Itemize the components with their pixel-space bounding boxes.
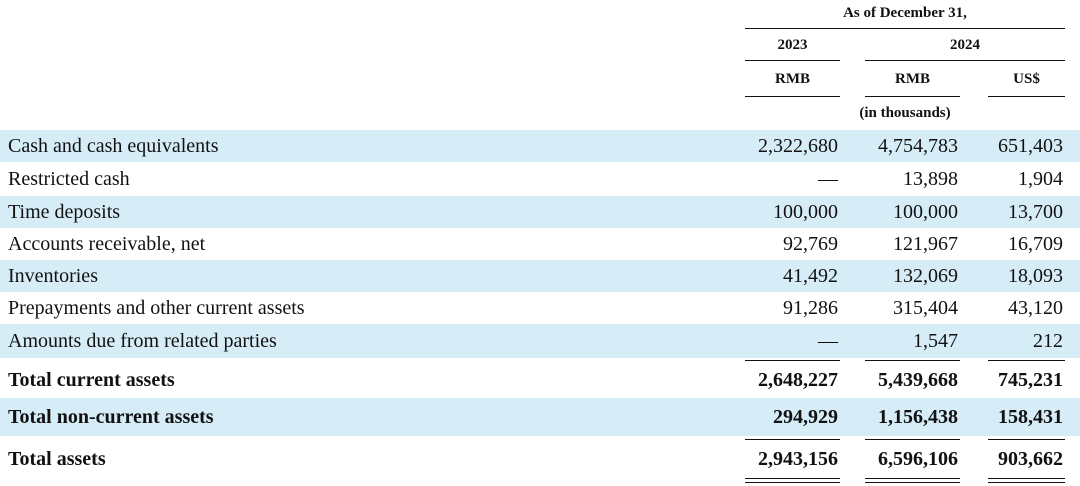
cell-value: 2,943,156 — [758, 448, 838, 470]
cell-value: 212 — [1033, 330, 1063, 352]
rule — [745, 439, 840, 440]
rule — [745, 478, 840, 479]
row-label: Amounts due from related parties — [8, 330, 277, 352]
rule — [745, 96, 840, 97]
cell-value: 1,547 — [913, 330, 958, 352]
rule — [745, 60, 840, 61]
cell-value: 100,000 — [893, 201, 958, 223]
cell-value: 1,156,438 — [878, 406, 958, 428]
rule — [988, 96, 1065, 97]
row-label: Total current assets — [8, 368, 175, 391]
cell-value: 158,431 — [998, 406, 1063, 428]
cell-value: 2,648,227 — [758, 368, 838, 391]
row-band — [0, 324, 1080, 358]
rule — [865, 478, 960, 479]
cell-value: 92,769 — [783, 233, 838, 255]
rule — [988, 360, 1065, 361]
row-label: Total non-current assets — [8, 406, 214, 428]
row-label: Inventories — [8, 265, 98, 287]
rule — [865, 60, 1065, 61]
year-header: 2024 — [950, 37, 980, 53]
rule — [988, 482, 1065, 483]
cell-value: 2,322,680 — [758, 135, 838, 157]
row-label: Restricted cash — [8, 168, 130, 190]
cell-value: 294,929 — [773, 406, 838, 428]
cell-value: 1,904 — [1018, 168, 1063, 190]
rule — [988, 478, 1065, 479]
rule — [988, 439, 1065, 440]
cell-value: 745,231 — [998, 368, 1063, 391]
cell-value: 100,000 — [773, 201, 838, 223]
cell-value: 132,069 — [893, 265, 958, 287]
cell-value: 121,967 — [893, 233, 958, 255]
cell-value: 315,404 — [893, 297, 958, 319]
cell-value: 16,709 — [1008, 233, 1063, 255]
rule — [865, 482, 960, 483]
period-header: As of December 31, — [843, 5, 967, 21]
row-band — [0, 196, 1080, 228]
cell-value: 4,754,783 — [878, 135, 958, 157]
unit-note: (in thousands) — [859, 105, 951, 121]
cell-value: 41,492 — [783, 265, 838, 287]
currency-header: RMB — [895, 71, 930, 87]
rule — [865, 96, 960, 97]
year-header: 2023 — [777, 37, 808, 53]
row-band — [0, 130, 1080, 162]
rule — [865, 360, 960, 361]
rule — [745, 28, 1065, 29]
row-label: Cash and cash equivalents — [8, 135, 219, 157]
cell-value: 651,403 — [998, 135, 1063, 157]
row-label: Prepayments and other current assets — [8, 297, 305, 319]
cell-value: 6,596,106 — [878, 448, 958, 470]
currency-header: US$ — [1013, 71, 1040, 87]
rule — [745, 482, 840, 483]
rule — [745, 360, 840, 361]
row-band — [0, 398, 1080, 436]
row-label: Time deposits — [8, 201, 121, 223]
rule — [865, 439, 960, 440]
cell-value: — — [818, 330, 838, 352]
row-band — [0, 260, 1080, 292]
cell-value: 43,120 — [1008, 297, 1063, 319]
cell-value: 13,700 — [1008, 201, 1063, 223]
cell-value: 13,898 — [903, 168, 958, 190]
row-label: Accounts receivable, net — [8, 233, 206, 255]
cell-value: 5,439,668 — [878, 368, 958, 391]
cell-value: — — [818, 168, 838, 190]
cell-value: 903,662 — [998, 448, 1063, 470]
currency-header: RMB — [775, 71, 810, 87]
row-label: Total assets — [8, 448, 106, 470]
cell-value: 91,286 — [783, 297, 838, 319]
cell-value: 18,093 — [1008, 265, 1063, 287]
